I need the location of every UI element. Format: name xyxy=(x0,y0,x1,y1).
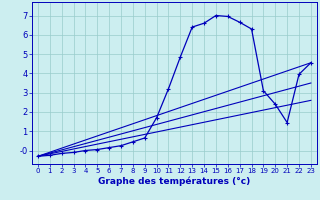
X-axis label: Graphe des températures (°c): Graphe des températures (°c) xyxy=(98,177,251,186)
